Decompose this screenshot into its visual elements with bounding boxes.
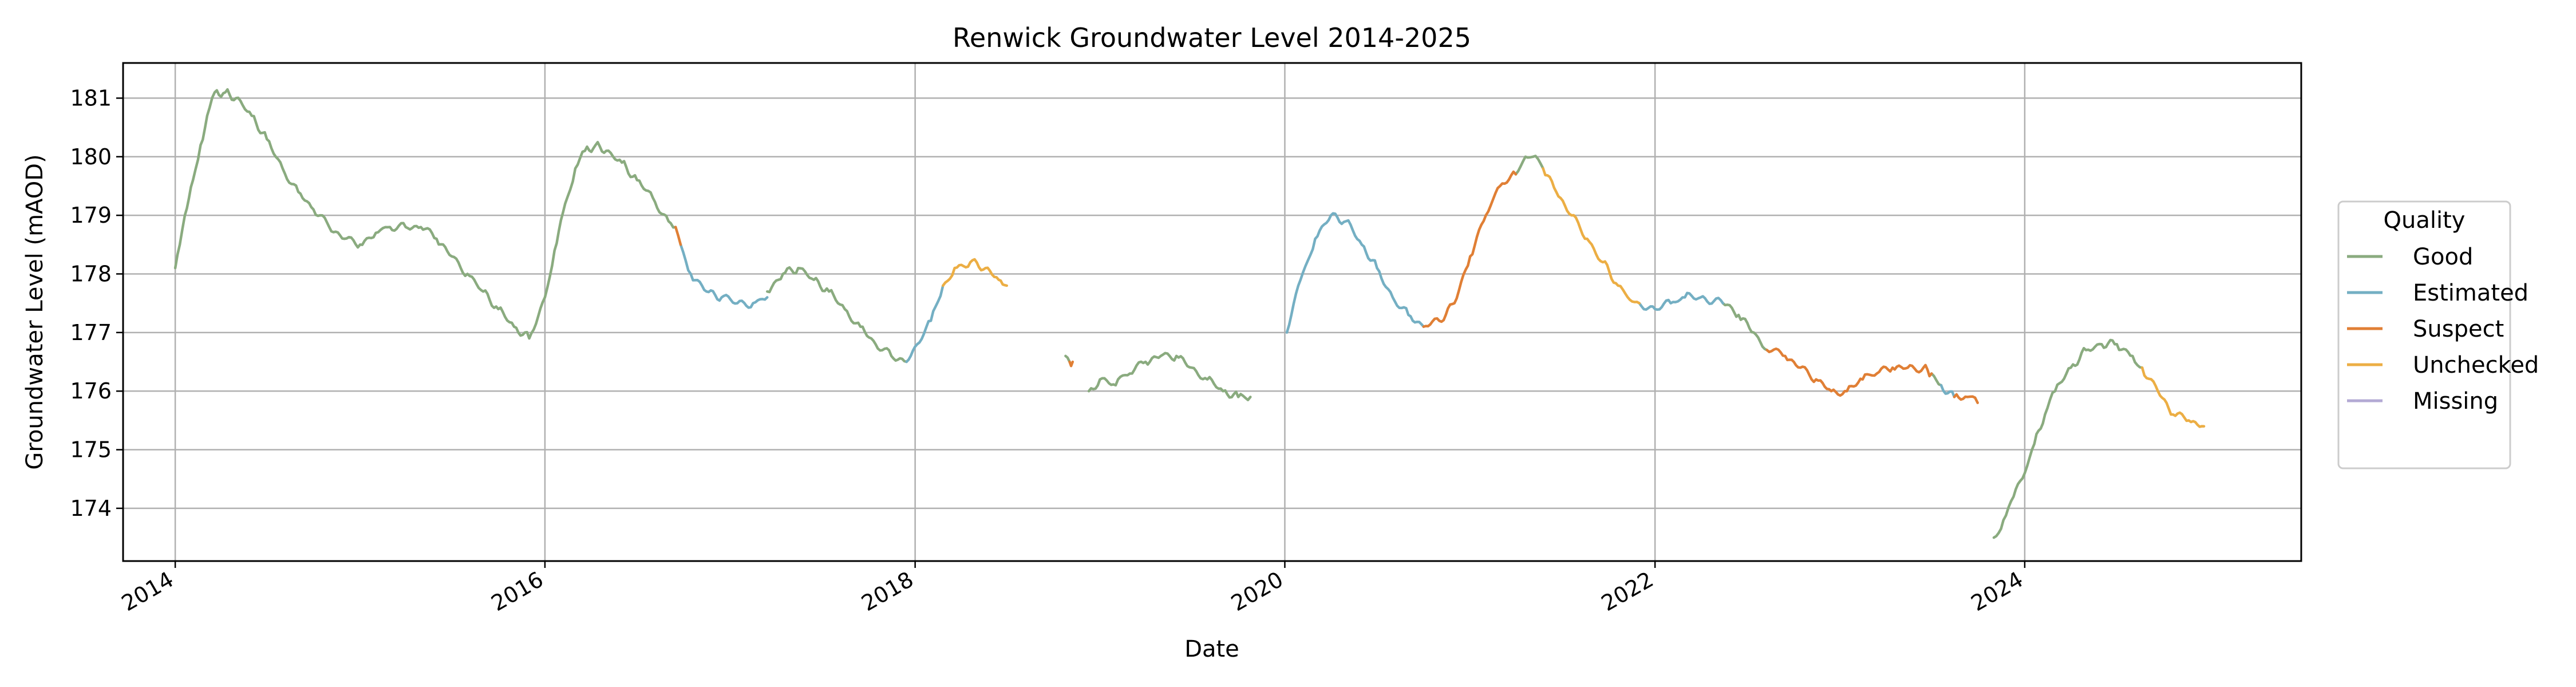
series-estimated xyxy=(679,212,1956,398)
y-tick-label: 179 xyxy=(70,203,112,228)
y-axis-label: Groundwater Level (mAOD) xyxy=(22,154,48,469)
series-line xyxy=(1765,347,1933,397)
series-unchecked xyxy=(942,167,2206,428)
series-line xyxy=(1992,338,2144,539)
series-line xyxy=(1285,212,1425,334)
series-line xyxy=(1638,291,1724,311)
series-line xyxy=(905,284,945,364)
legend-title: Quality xyxy=(2384,207,2466,234)
y-axis: 174 175 176 177 178 179 180 181 xyxy=(70,85,123,521)
series-line xyxy=(942,258,1009,287)
legend-label-suspect: Suspect xyxy=(2413,316,2504,342)
y-tick-label: 180 xyxy=(70,144,112,169)
series-line xyxy=(679,243,769,309)
series-suspect xyxy=(674,170,1979,404)
series-line xyxy=(1068,360,1074,368)
series-line xyxy=(766,266,908,364)
y-tick-label: 177 xyxy=(70,320,112,345)
legend-label-missing: Missing xyxy=(2413,388,2498,414)
series-line xyxy=(1953,393,1979,404)
series-line xyxy=(1721,302,1768,352)
series-good xyxy=(173,88,2144,539)
series-line xyxy=(2140,366,2206,428)
series-line xyxy=(1422,170,1518,328)
series-line xyxy=(1939,384,1956,398)
series-line xyxy=(1514,155,1544,176)
series-layer xyxy=(173,88,2206,539)
legend: Quality Good Estimated Suspect Unchecked Mis… xyxy=(2337,200,2539,469)
series-line xyxy=(1542,167,1641,305)
series-line xyxy=(674,226,682,246)
y-tick-label: 176 xyxy=(70,378,112,404)
series-line xyxy=(173,88,677,340)
series-line xyxy=(1930,372,1943,387)
chart-title: Renwick Groundwater Level 2014-2025 xyxy=(953,22,1471,53)
y-tick-label: 175 xyxy=(70,437,112,463)
grid-lines xyxy=(123,63,2301,561)
legend-label-estimated: Estimated xyxy=(2413,280,2528,306)
legend-label-unchecked: Unchecked xyxy=(2413,352,2539,378)
legend-label-good: Good xyxy=(2413,244,2473,270)
y-tick-label: 181 xyxy=(70,85,112,110)
y-tick-label: 178 xyxy=(70,261,112,286)
series-line xyxy=(1087,352,1252,401)
series-line xyxy=(1064,354,1071,364)
y-tick-label: 174 xyxy=(70,496,112,521)
plot-frame xyxy=(122,62,2302,562)
x-axis-label: Date xyxy=(1184,636,1239,662)
